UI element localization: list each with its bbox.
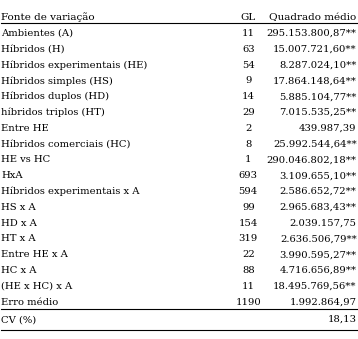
Text: 17.864.148,64**: 17.864.148,64**	[273, 76, 357, 85]
Text: 8.287.024,10**: 8.287.024,10**	[279, 61, 357, 69]
Text: Entre HE: Entre HE	[1, 124, 49, 133]
Text: 1.992.864,97: 1.992.864,97	[290, 298, 357, 307]
Text: 2.965.683,43**: 2.965.683,43**	[280, 203, 357, 212]
Text: HD x A: HD x A	[1, 219, 37, 228]
Text: Híbridos (H): Híbridos (H)	[1, 45, 65, 54]
Text: HT x A: HT x A	[1, 235, 36, 243]
Text: HS x A: HS x A	[1, 203, 36, 212]
Text: Quadrado médio: Quadrado médio	[269, 13, 357, 22]
Text: Híbridos comerciais (HC): Híbridos comerciais (HC)	[1, 140, 131, 148]
Text: 1190: 1190	[236, 298, 261, 307]
Text: 25.992.544,64**: 25.992.544,64**	[273, 140, 357, 148]
Text: 99: 99	[242, 203, 255, 212]
Text: 11: 11	[242, 29, 255, 38]
Text: Híbridos experimentais x A: Híbridos experimentais x A	[1, 187, 140, 196]
Text: HxA: HxA	[1, 171, 23, 180]
Text: 2: 2	[245, 124, 251, 133]
Text: GL: GL	[241, 13, 256, 22]
Text: Erro médio: Erro médio	[1, 298, 59, 307]
Text: 11: 11	[242, 282, 255, 291]
Text: Entre HE x A: Entre HE x A	[1, 250, 68, 259]
Text: Híbridos duplos (HD): Híbridos duplos (HD)	[1, 92, 110, 101]
Text: Fonte de variação: Fonte de variação	[1, 13, 95, 22]
Text: 9: 9	[245, 76, 251, 85]
Text: 693: 693	[239, 171, 258, 180]
Text: 1: 1	[245, 156, 252, 164]
Text: 290.046.802,18**: 290.046.802,18**	[267, 156, 357, 164]
Text: 154: 154	[238, 219, 258, 228]
Text: 2.636.506,79**: 2.636.506,79**	[280, 235, 357, 243]
Text: 63: 63	[242, 45, 255, 54]
Text: 18.495.769,56**: 18.495.769,56**	[273, 282, 357, 291]
Text: 88: 88	[242, 266, 255, 275]
Text: Ambientes (A): Ambientes (A)	[1, 29, 73, 38]
Text: 2.039.157,75: 2.039.157,75	[290, 219, 357, 228]
Text: 2.586.652,72**: 2.586.652,72**	[280, 187, 357, 196]
Text: 4.716.656,89**: 4.716.656,89**	[280, 266, 357, 275]
Text: híbridos triplos (HT): híbridos triplos (HT)	[1, 108, 105, 117]
Text: 295.153.800,87**: 295.153.800,87**	[267, 29, 357, 38]
Text: HC x A: HC x A	[1, 266, 37, 275]
Text: 22: 22	[242, 250, 255, 259]
Text: 319: 319	[239, 235, 258, 243]
Text: 439.987,39: 439.987,39	[299, 124, 357, 133]
Text: 29: 29	[242, 108, 255, 117]
Text: Híbridos experimentais (HE): Híbridos experimentais (HE)	[1, 60, 148, 70]
Text: 8: 8	[245, 140, 251, 148]
Text: CV (%): CV (%)	[1, 315, 37, 324]
Text: 3.109.655,10**: 3.109.655,10**	[279, 171, 357, 180]
Text: 5.885.104,77**: 5.885.104,77**	[279, 92, 357, 101]
Text: 594: 594	[239, 187, 258, 196]
Text: (HE x HC) x A: (HE x HC) x A	[1, 282, 73, 291]
Text: 15.007.721,60**: 15.007.721,60**	[273, 45, 357, 54]
Text: 3.990.595,27**: 3.990.595,27**	[280, 250, 357, 259]
Text: 18,13: 18,13	[328, 315, 357, 324]
Text: Híbridos simples (HS): Híbridos simples (HS)	[1, 76, 113, 86]
Text: 54: 54	[242, 61, 255, 69]
Text: 14: 14	[242, 92, 255, 101]
Text: HE vs HC: HE vs HC	[1, 156, 50, 164]
Text: 7.015.535,25**: 7.015.535,25**	[279, 108, 357, 117]
